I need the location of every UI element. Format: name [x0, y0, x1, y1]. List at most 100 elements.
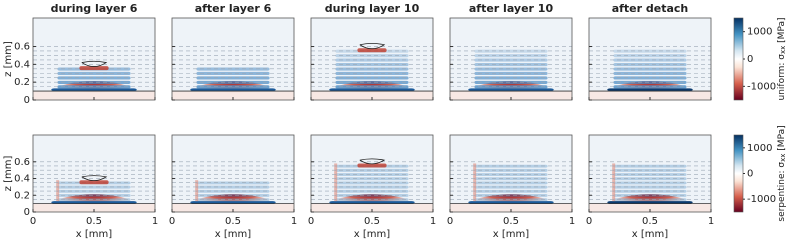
layer — [335, 67, 409, 71]
y-tick-label: 0 — [24, 95, 30, 106]
substrate-top — [190, 88, 276, 92]
layer — [474, 49, 548, 53]
layer — [196, 85, 270, 89]
substrate-top — [468, 201, 554, 204]
layer — [613, 168, 687, 172]
layer — [335, 189, 409, 193]
layer — [196, 185, 270, 189]
layer-edge — [612, 192, 616, 197]
colorbar-tick-label: -1000 — [747, 81, 776, 92]
layer-edge — [473, 196, 477, 202]
melt-stress — [357, 48, 387, 53]
layer-edge — [612, 167, 616, 172]
layer-edge — [612, 163, 616, 168]
layer — [474, 168, 548, 172]
layer — [613, 173, 687, 177]
layer — [57, 185, 131, 189]
layer-edge — [612, 184, 616, 189]
layer — [57, 71, 131, 76]
layer — [196, 194, 270, 197]
colorbar — [733, 17, 744, 101]
layer — [613, 80, 687, 84]
x-tick-label: 0 — [30, 216, 36, 227]
layer-edge — [473, 163, 477, 168]
y-tick-label: 0.4 — [14, 59, 30, 70]
layer — [196, 67, 270, 71]
y-tick-label: 0.6 — [14, 157, 30, 168]
layer — [474, 76, 548, 80]
layer — [613, 67, 687, 71]
substrate-top — [190, 201, 276, 204]
layer — [335, 177, 409, 181]
x-tick-label: 0.5 — [364, 216, 380, 227]
layer — [335, 173, 409, 177]
colorbar-tick-label: -1000 — [747, 194, 776, 205]
layer-edge — [473, 180, 477, 185]
panel — [588, 17, 712, 101]
colorbar — [733, 134, 744, 213]
colorbar-label: uniform: σxx [MPa] — [777, 18, 788, 101]
colorbar-label-text: serpentine: σ — [777, 162, 787, 222]
layer — [196, 76, 270, 80]
x-tick-label: 1 — [708, 216, 714, 227]
colorbar-tick-label: 1000 — [747, 27, 772, 38]
layer — [335, 76, 409, 80]
layer — [335, 194, 409, 197]
layer — [613, 181, 687, 185]
layer — [335, 54, 409, 58]
melt-pool — [359, 158, 386, 165]
x-tick-label: 0 — [169, 216, 175, 227]
panel — [449, 134, 573, 213]
x-tick-label: 1 — [152, 216, 158, 227]
layer-edge — [195, 180, 199, 185]
layer — [474, 189, 548, 193]
layer-edge — [612, 176, 616, 181]
panel — [32, 17, 156, 101]
layer-edge — [334, 163, 338, 168]
panel-title: after layer 10 — [469, 2, 554, 15]
substrate-top — [329, 201, 415, 204]
layer-edge — [473, 171, 477, 177]
layer — [335, 181, 409, 185]
colorbar-tick-label: 0 — [747, 169, 753, 180]
layer — [57, 194, 131, 197]
layer — [613, 198, 687, 202]
layer — [474, 67, 548, 71]
x-axis-label: x [mm] — [632, 229, 668, 240]
layer — [57, 76, 131, 80]
layer — [335, 168, 409, 172]
panel — [310, 134, 434, 213]
layer — [335, 80, 409, 84]
melt-pool — [81, 175, 108, 182]
layer-edge — [334, 167, 338, 172]
layer — [474, 194, 548, 197]
layer — [613, 63, 687, 67]
x-tick-label: 0 — [586, 216, 592, 227]
layer-edge — [195, 188, 199, 193]
y-tick-label: 0.6 — [14, 42, 30, 53]
y-axis-label: z [mm] — [3, 41, 14, 77]
x-axis-label: x [mm] — [493, 229, 529, 240]
layer — [57, 80, 131, 84]
melt-pool — [359, 43, 386, 50]
substrate-top — [329, 88, 415, 92]
layer-edge — [56, 192, 60, 197]
y-tick-label: 0 — [24, 207, 30, 218]
layer — [613, 189, 687, 193]
layer — [335, 198, 409, 202]
layer — [196, 71, 270, 76]
layer-edge — [334, 188, 338, 193]
layer — [335, 63, 409, 67]
layer — [474, 85, 548, 89]
layer-edge — [612, 188, 616, 193]
layer — [57, 189, 131, 193]
x-tick-label: 0.5 — [642, 216, 658, 227]
x-tick-label: 0.5 — [86, 216, 102, 227]
layer-edge — [473, 184, 477, 189]
substrate-top — [607, 201, 693, 204]
x-axis-label: x [mm] — [76, 229, 112, 240]
y-tick-label: 0.2 — [14, 77, 30, 88]
panel — [588, 134, 712, 213]
layer-edge — [195, 184, 199, 189]
layer — [474, 80, 548, 84]
